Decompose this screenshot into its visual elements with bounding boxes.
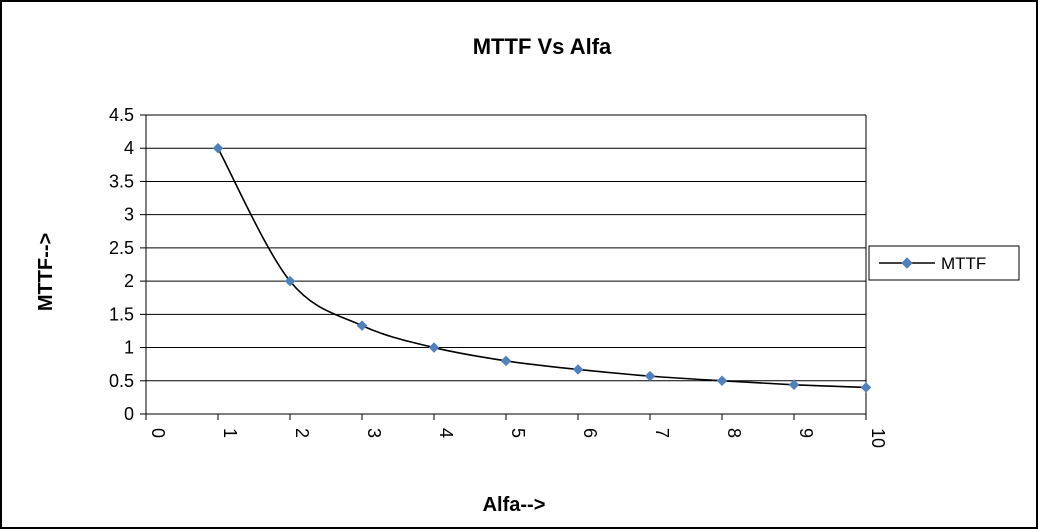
y-tick-label: 3.5 — [109, 171, 134, 191]
data-point-mttf-10 — [860, 382, 872, 393]
y-tick-label: 2.5 — [109, 238, 134, 258]
y-tick-label: 0 — [124, 404, 134, 424]
data-point-mttf-1 — [212, 142, 224, 154]
data-point-mttf-3 — [356, 320, 368, 331]
y-tick-label: 4 — [124, 138, 134, 158]
y-tick-label: 3 — [124, 205, 134, 225]
legend-marker-mttf — [901, 257, 913, 269]
y-tick-label: 1.5 — [109, 304, 134, 324]
legend: MTTF — [868, 245, 1020, 281]
data-point-mttf-8 — [716, 375, 728, 387]
series-line-mttf — [217, 147, 867, 389]
x-tick-label: 4 — [436, 428, 456, 438]
data-point-mttf-5 — [500, 355, 512, 367]
x-tick-label: 3 — [364, 428, 384, 438]
x-tick-label: 9 — [796, 428, 816, 438]
x-tick-label: 10 — [868, 428, 888, 448]
grid-layer — [146, 114, 867, 415]
x-axis-title: Alfa--> — [483, 494, 546, 516]
x-tick-label: 7 — [652, 428, 672, 438]
legend-label-mttf: MTTF — [941, 254, 986, 273]
x-tick-label: 0 — [148, 428, 168, 438]
y-tick-label: 0.5 — [109, 371, 134, 391]
x-tick-label: 6 — [580, 428, 600, 438]
y-axis-title: MTTF--> — [35, 233, 57, 311]
y-tick-label: 2 — [124, 271, 134, 291]
x-tick-label: 2 — [292, 428, 312, 438]
y-tick-label: 1 — [124, 338, 134, 358]
data-point-mttf-6 — [572, 364, 584, 375]
x-tick-label: 8 — [724, 428, 744, 438]
x-tick-label: 1 — [220, 428, 240, 438]
data-point-mttf-7 — [644, 370, 656, 382]
data-point-mttf-9 — [788, 379, 800, 391]
axis-layer: 0 0.5 1 1.5 2 2.5 3 3.5 4 4.5 0 1 2 3 4 5 6 7 8 9 10 — [109, 105, 888, 448]
chart-title: MTTF Vs Alfa — [473, 34, 612, 59]
data-point-mttf-4 — [428, 342, 440, 353]
y-tick-label: 4.5 — [109, 105, 134, 125]
x-tick-label: 5 — [508, 428, 528, 438]
series-layer — [212, 142, 872, 393]
data-point-mttf-2 — [284, 275, 296, 287]
